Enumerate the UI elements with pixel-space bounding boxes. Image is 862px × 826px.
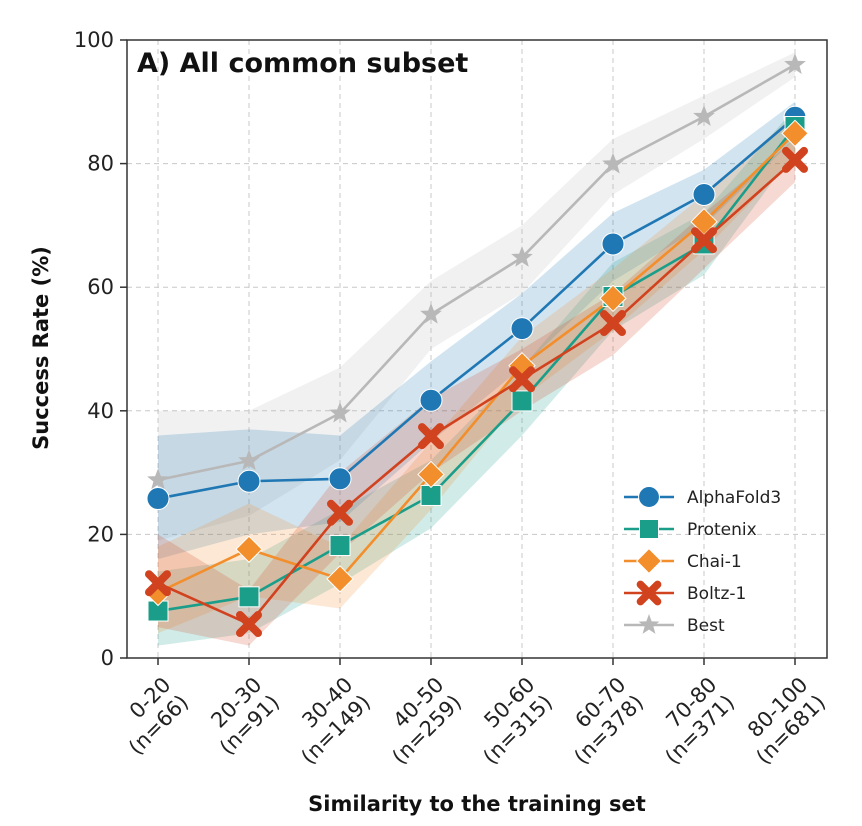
- alphafold3-point: [692, 183, 716, 206]
- legend-boltz-1-label: Boltz-1: [687, 584, 746, 604]
- best-band: [158, 52, 795, 541]
- x-tick-label: 40-50(n=259): [370, 673, 466, 769]
- protenix-band: [158, 107, 795, 646]
- legend-alphafold3-label: AlphaFold3: [687, 488, 781, 508]
- x-tick-label: 80-100(n=681): [734, 673, 830, 769]
- x-tick-label: 0-20(n=66): [106, 673, 193, 760]
- x-tick-label: 60-70(n=378): [552, 673, 648, 769]
- plot-area-frame: [126, 39, 828, 659]
- y-tick-label: 40: [87, 399, 114, 423]
- chai-1-point: [235, 535, 263, 563]
- legend-best-label: Best: [687, 616, 725, 636]
- x-axis-ticks: 0-20(n=66) 20-30(n=91) 30-40(n=149) 40-50(n…: [106, 658, 830, 769]
- chai-1-point: [417, 460, 445, 489]
- alphafold3-band: [158, 101, 795, 560]
- protenix-point: [420, 484, 442, 506]
- legend-best-marker: [638, 614, 660, 634]
- alphafold3-point: [510, 317, 534, 341]
- alphafold3-point: [601, 232, 625, 256]
- alphafold3-point: [237, 469, 261, 493]
- best-point: [784, 53, 806, 74]
- alphafold3-point: [328, 467, 352, 491]
- legend-boltz-1-marker: [636, 580, 662, 606]
- legend: AlphaFold3 Protenix Chai-1 Boltz-1 Best: [624, 486, 781, 636]
- chart-title: A) All common subset: [137, 48, 468, 79]
- best-point: [511, 246, 533, 267]
- legend-protenix-label: Protenix: [687, 520, 757, 540]
- x-axis-label: Similarity to the training set: [308, 792, 646, 816]
- boltz-1-point: [509, 366, 535, 393]
- alphafold3-point: [419, 388, 443, 412]
- y-tick-label: 0: [101, 646, 114, 670]
- boltz-1-point: [600, 310, 626, 337]
- y-tick-label: 80: [87, 152, 114, 176]
- best-point: [420, 302, 442, 324]
- boltz-1-point: [418, 423, 444, 450]
- best-point: [147, 468, 169, 490]
- alphafold3-point: [146, 487, 170, 511]
- boltz-1-point: [145, 570, 171, 597]
- y-tick-label: 100: [74, 28, 114, 52]
- x-tick-label: 20-30(n=91): [197, 673, 284, 760]
- chai-1-band: [158, 114, 795, 634]
- boltz-1-line: [157, 158, 796, 626]
- best-point: [602, 152, 624, 174]
- best-point: [329, 401, 351, 423]
- chai-1-line: [157, 132, 796, 594]
- legend-protenix-marker: [639, 519, 659, 539]
- x-tick-label: 50-60(n=315): [461, 673, 557, 769]
- series-markers: [144, 53, 809, 638]
- series-lines: [157, 63, 797, 626]
- y-tick-label: 60: [87, 275, 114, 299]
- confidence-bands: [158, 52, 795, 646]
- boltz-1-point: [236, 611, 262, 638]
- boltz-1-band: [158, 138, 795, 646]
- legend-alphafold3-marker: [638, 486, 660, 508]
- y-tick-label: 20: [87, 522, 114, 546]
- legend-chai-1-label: Chai-1: [687, 552, 742, 572]
- chai-1-point: [781, 119, 809, 148]
- best-point: [693, 105, 715, 126]
- boltz-1-point: [327, 499, 353, 526]
- x-tick-label: 70-80(n=371): [643, 673, 739, 769]
- alphafold3-line: [157, 116, 796, 500]
- chai-1-point: [599, 284, 627, 313]
- boltz-1-point: [782, 146, 808, 173]
- best-point: [238, 449, 260, 471]
- best-line: [157, 63, 796, 482]
- y-axis-ticks: 0 20 40 60 80 100: [74, 28, 127, 670]
- protenix-point: [238, 586, 260, 608]
- legend-chai-1-marker: [635, 547, 663, 575]
- x-tick-label: 30-40(n=149): [279, 673, 375, 769]
- chai-1-point: [326, 565, 354, 593]
- boltz-1-point: [691, 227, 717, 254]
- protenix-point: [511, 390, 533, 412]
- grid-lines: [127, 39, 827, 659]
- protenix-point: [329, 535, 351, 557]
- y-axis-label: Success Rate (%): [29, 246, 53, 450]
